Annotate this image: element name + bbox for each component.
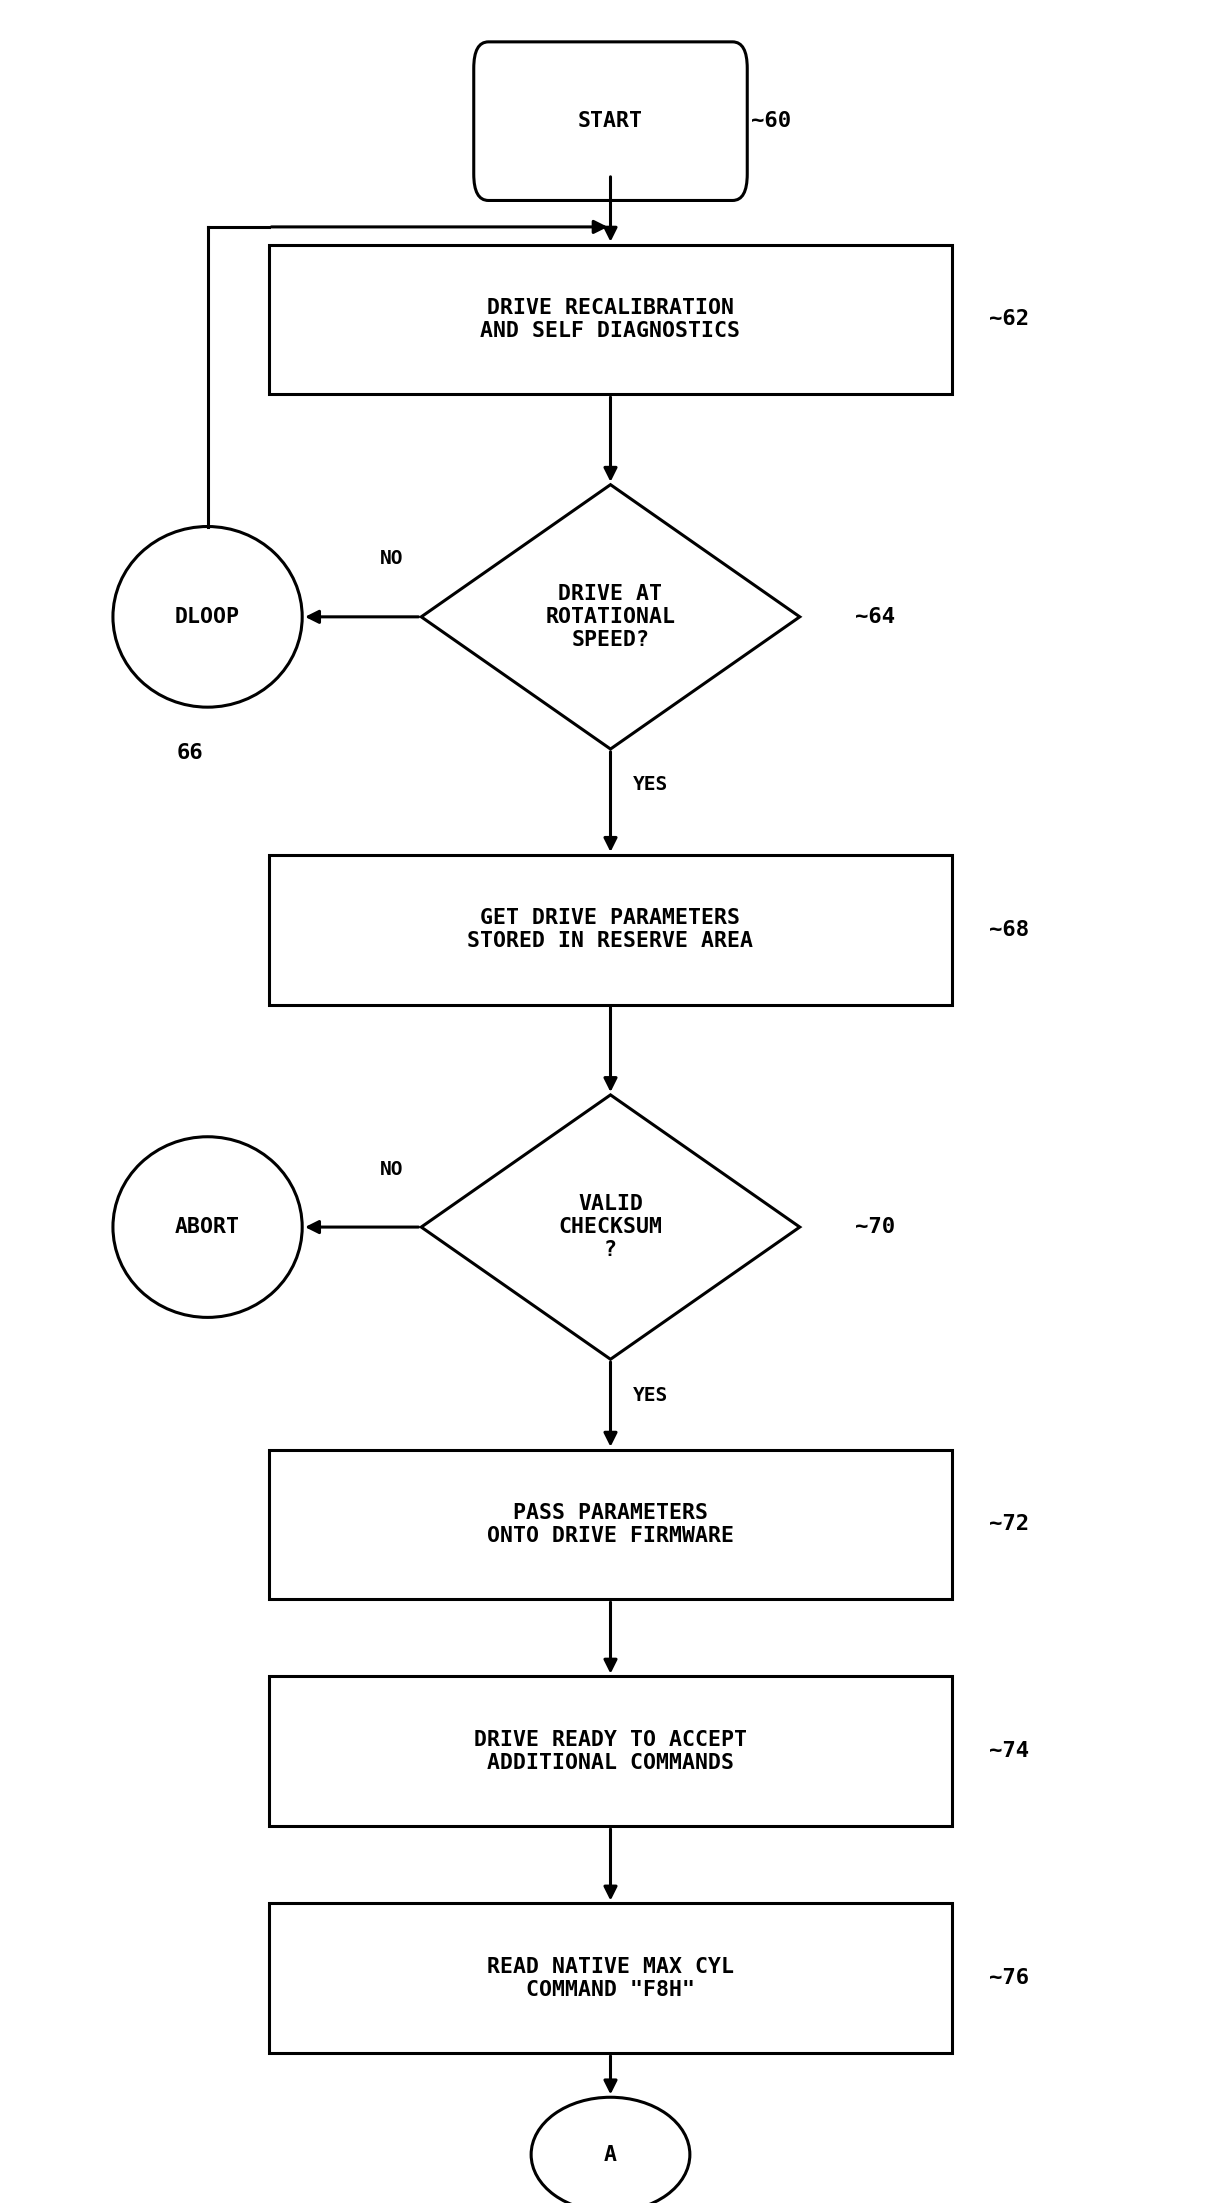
Text: ~60: ~60 <box>751 110 791 132</box>
FancyBboxPatch shape <box>269 1450 952 1599</box>
FancyBboxPatch shape <box>269 855 952 1005</box>
Text: DRIVE READY TO ACCEPT
ADDITIONAL COMMANDS: DRIVE READY TO ACCEPT ADDITIONAL COMMAND… <box>474 1729 747 1773</box>
Text: YES: YES <box>632 775 668 795</box>
Text: ABORT: ABORT <box>175 1216 241 1238</box>
Text: READ NATIVE MAX CYL
COMMAND "F8H": READ NATIVE MAX CYL COMMAND "F8H" <box>487 1956 734 2000</box>
FancyBboxPatch shape <box>269 1903 952 2053</box>
Text: DLOOP: DLOOP <box>175 606 241 628</box>
Text: DRIVE AT
ROTATIONAL
SPEED?: DRIVE AT ROTATIONAL SPEED? <box>546 584 675 650</box>
Ellipse shape <box>112 1137 302 1317</box>
Text: ~72: ~72 <box>989 1513 1029 1535</box>
Text: START: START <box>578 110 643 132</box>
Text: DRIVE RECALIBRATION
AND SELF DIAGNOSTICS: DRIVE RECALIBRATION AND SELF DIAGNOSTICS <box>481 297 740 341</box>
Polygon shape <box>421 485 800 749</box>
FancyBboxPatch shape <box>474 42 747 200</box>
FancyBboxPatch shape <box>269 245 952 394</box>
Text: PASS PARAMETERS
ONTO DRIVE FIRMWARE: PASS PARAMETERS ONTO DRIVE FIRMWARE <box>487 1502 734 1547</box>
Text: ~76: ~76 <box>989 1967 1029 1989</box>
Text: ~62: ~62 <box>989 308 1029 330</box>
Text: ~70: ~70 <box>855 1216 895 1238</box>
Text: A: A <box>604 2144 617 2166</box>
Polygon shape <box>421 1095 800 1359</box>
Text: 66: 66 <box>177 742 204 764</box>
Ellipse shape <box>112 527 302 707</box>
Text: NO: NO <box>380 549 403 568</box>
Text: NO: NO <box>380 1159 403 1179</box>
Ellipse shape <box>531 2097 690 2203</box>
FancyBboxPatch shape <box>269 1676 952 1826</box>
Text: VALID
CHECKSUM
?: VALID CHECKSUM ? <box>558 1194 663 1260</box>
Text: GET DRIVE PARAMETERS
STORED IN RESERVE AREA: GET DRIVE PARAMETERS STORED IN RESERVE A… <box>468 908 753 952</box>
Text: ~64: ~64 <box>855 606 895 628</box>
Text: YES: YES <box>632 1386 668 1406</box>
Text: ~68: ~68 <box>989 919 1029 941</box>
Text: ~74: ~74 <box>989 1740 1029 1762</box>
